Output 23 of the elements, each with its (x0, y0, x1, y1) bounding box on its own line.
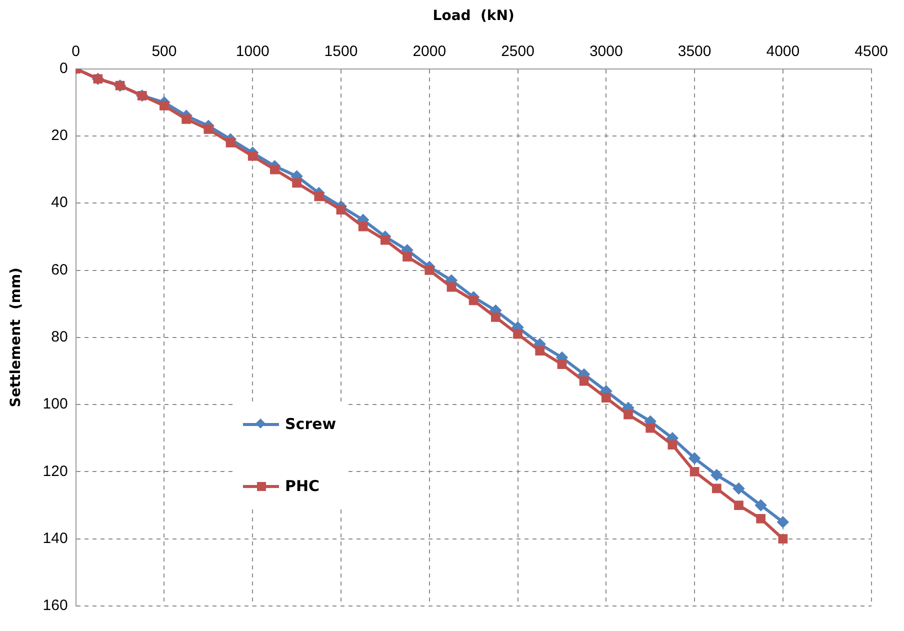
x-tick-label: 1500 (324, 42, 358, 60)
x-tick-label: 3500 (678, 42, 712, 60)
legend-label: PHC (285, 477, 320, 495)
y-tick-label: 100 (42, 396, 68, 413)
y-tick-label: 20 (51, 127, 68, 144)
x-tick-label: 2500 (501, 42, 534, 60)
y-tick-label: 80 (51, 328, 68, 346)
y-tick-label: 160 (42, 597, 68, 614)
x-tick-label: 4500 (854, 42, 888, 60)
x-tick-label: 1000 (236, 42, 270, 60)
x-axis-title: Load (kN) (432, 8, 514, 24)
y-tick-label: 0 (59, 60, 68, 77)
y-tick-label: 120 (42, 462, 68, 480)
y-axis-title: Settlement (mm) (8, 268, 24, 408)
x-tick-label: 2000 (412, 42, 446, 60)
x-tick-label: 4000 (766, 42, 800, 60)
x-tick-label: 500 (152, 42, 177, 60)
x-tick-label: 3000 (589, 42, 623, 60)
y-tick-label: 40 (51, 194, 68, 212)
y-tick-label: 60 (51, 261, 68, 278)
y-tick-label: 140 (42, 530, 68, 547)
x-tick-label: 0 (72, 42, 80, 60)
legend-label: Screw (285, 415, 336, 433)
